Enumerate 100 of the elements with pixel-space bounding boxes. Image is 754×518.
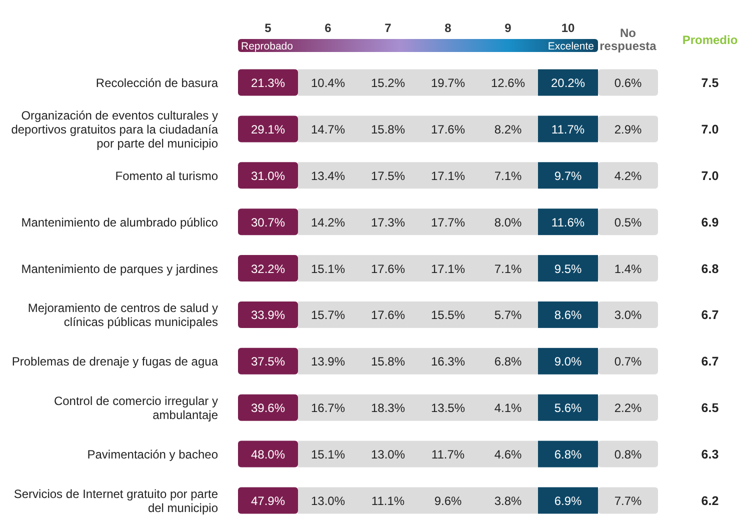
- data-label: 30.7%: [250, 215, 286, 230]
- data-label: 37.5%: [250, 354, 286, 369]
- x-tick-label: 6: [324, 21, 332, 35]
- data-label: 4.2%: [614, 168, 642, 183]
- data-label: 11.1%: [371, 494, 405, 508]
- data-label: 13.9%: [310, 354, 346, 369]
- data-label: 0.5%: [614, 215, 642, 230]
- data-label: 12.6%: [490, 76, 526, 90]
- data-label: 5.7%: [494, 308, 522, 322]
- data-label: 11.7%: [551, 122, 585, 136]
- data-label: 7.1%: [494, 262, 522, 276]
- data-label: 9.5%: [554, 262, 582, 276]
- data-label: 7.1%: [494, 168, 522, 183]
- data-label: 6.8%: [554, 448, 582, 462]
- y-tick-label: Control de comercio irregular y ambulantaje: [54, 394, 218, 422]
- y2-tick-label: 7.0: [701, 122, 719, 136]
- data-label: 13.0%: [310, 494, 346, 508]
- data-label: 18.3%: [370, 401, 406, 416]
- y-tick-label: Mantenimiento de parques y jardines: [21, 262, 218, 276]
- data-label: 8.2%: [494, 122, 522, 136]
- data-label: 14.2%: [310, 215, 346, 230]
- x-tick-label: 5: [264, 21, 272, 35]
- x-tick-label: 9: [504, 21, 512, 35]
- data-label: 17.6%: [370, 262, 406, 276]
- y2-tick-label: 6.9: [701, 215, 719, 230]
- data-label: 15.1%: [310, 448, 346, 462]
- y2-tick-label: 6.7: [701, 354, 719, 369]
- data-label: 15.8%: [370, 354, 406, 369]
- data-label: 33.9%: [250, 308, 286, 322]
- data-label: 5.6%: [554, 401, 582, 416]
- data-label: 17.6%: [430, 122, 466, 136]
- data-label: 17.5%: [370, 168, 406, 183]
- data-label: 8.6%: [554, 308, 582, 322]
- y-tick-label: Recolección de basura: [96, 76, 218, 90]
- y-tick-label: Organización de eventos culturales y deportivos gratuitos para la ciudadanía por parte del municipio: [11, 108, 218, 150]
- data-label: 7.7%: [614, 494, 642, 508]
- data-label: 0.7%: [614, 354, 642, 369]
- x-tick-label: 8: [444, 21, 452, 35]
- data-label: 15.7%: [310, 308, 346, 322]
- text: Excelente: [548, 40, 594, 52]
- data-label: 3.0%: [614, 308, 642, 322]
- data-label: 6.8%: [494, 354, 522, 369]
- data-label: 8.0%: [494, 215, 522, 230]
- data-label: 1.4%: [614, 262, 642, 276]
- data-label: 4.1%: [494, 401, 522, 416]
- data-label: 48.0%: [250, 448, 286, 462]
- x-tick-label: 7: [384, 21, 392, 35]
- data-label: 29.1%: [250, 122, 286, 136]
- data-label: 9.7%: [554, 168, 582, 183]
- data-label: 16.7%: [310, 401, 346, 416]
- data-label: 31.0%: [250, 168, 286, 183]
- data-label: 39.6%: [250, 401, 286, 416]
- data-label: 9.6%: [434, 494, 462, 508]
- y-tick-label: Mejoramiento de centros de salud y clínicas públicas municipales: [28, 301, 218, 330]
- y2-tick-label: 6.3: [701, 448, 719, 462]
- x-tick-label: No respuesta: [600, 26, 657, 53]
- data-label: 13.0%: [370, 448, 406, 462]
- data-label: 17.1%: [430, 168, 466, 183]
- data-label: 11.6%: [551, 215, 585, 230]
- data-label: 3.8%: [494, 494, 522, 508]
- data-label: 19.7%: [430, 76, 466, 90]
- data-label: 0.8%: [614, 448, 642, 462]
- data-label: 17.1%: [430, 262, 466, 276]
- data-label: 2.2%: [614, 401, 642, 416]
- data-label: 21.3%: [250, 76, 286, 90]
- data-label: 13.5%: [430, 401, 466, 416]
- y2-tick-label: 6.7: [701, 308, 719, 322]
- data-label: 10.4%: [310, 76, 346, 90]
- data-label: 15.8%: [370, 122, 406, 136]
- data-label: 4.6%: [494, 448, 522, 462]
- y-tick-label: Problemas de drenaje y fugas de agua: [12, 354, 218, 369]
- data-label: 2.9%: [614, 122, 642, 136]
- x-tick-label: 10: [561, 21, 575, 35]
- data-label: 0.6%: [614, 76, 642, 90]
- data-label: 11.7%: [431, 448, 465, 462]
- data-label: 14.7%: [310, 122, 346, 136]
- data-label: 17.7%: [430, 215, 466, 230]
- data-label: 15.5%: [430, 308, 466, 322]
- y2-tick-label: 6.5: [701, 401, 719, 416]
- data-label: 16.3%: [430, 354, 466, 369]
- y2-axis-title: Promedio: [682, 33, 738, 47]
- data-label: 13.4%: [310, 168, 346, 183]
- y2-tick-label: 7.5: [701, 76, 719, 90]
- data-label: 20.2%: [550, 76, 586, 90]
- data-label: 15.2%: [370, 76, 406, 90]
- data-label: 47.9%: [250, 494, 286, 508]
- data-label: 15.1%: [310, 262, 346, 276]
- data-label: 6.9%: [554, 494, 582, 508]
- data-label: 32.2%: [250, 262, 286, 276]
- data-label: 9.0%: [554, 354, 582, 369]
- y-tick-label: Servicios de Internet gratuito por parte del municipio: [14, 486, 218, 515]
- y2-tick-label: 6.2: [701, 494, 719, 508]
- data-label: 17.3%: [370, 215, 406, 230]
- text: Reprobado: [241, 40, 294, 52]
- y2-tick-label: 6.8: [701, 262, 719, 276]
- y-tick-label: Fomento al turismo: [115, 168, 218, 183]
- y-tick-label: Mantenimiento de alumbrado público: [21, 215, 218, 230]
- data-label: 17.6%: [370, 308, 406, 322]
- y-tick-label: Pavimentación y bacheo: [87, 448, 218, 462]
- y2-tick-label: 7.0: [701, 168, 719, 183]
